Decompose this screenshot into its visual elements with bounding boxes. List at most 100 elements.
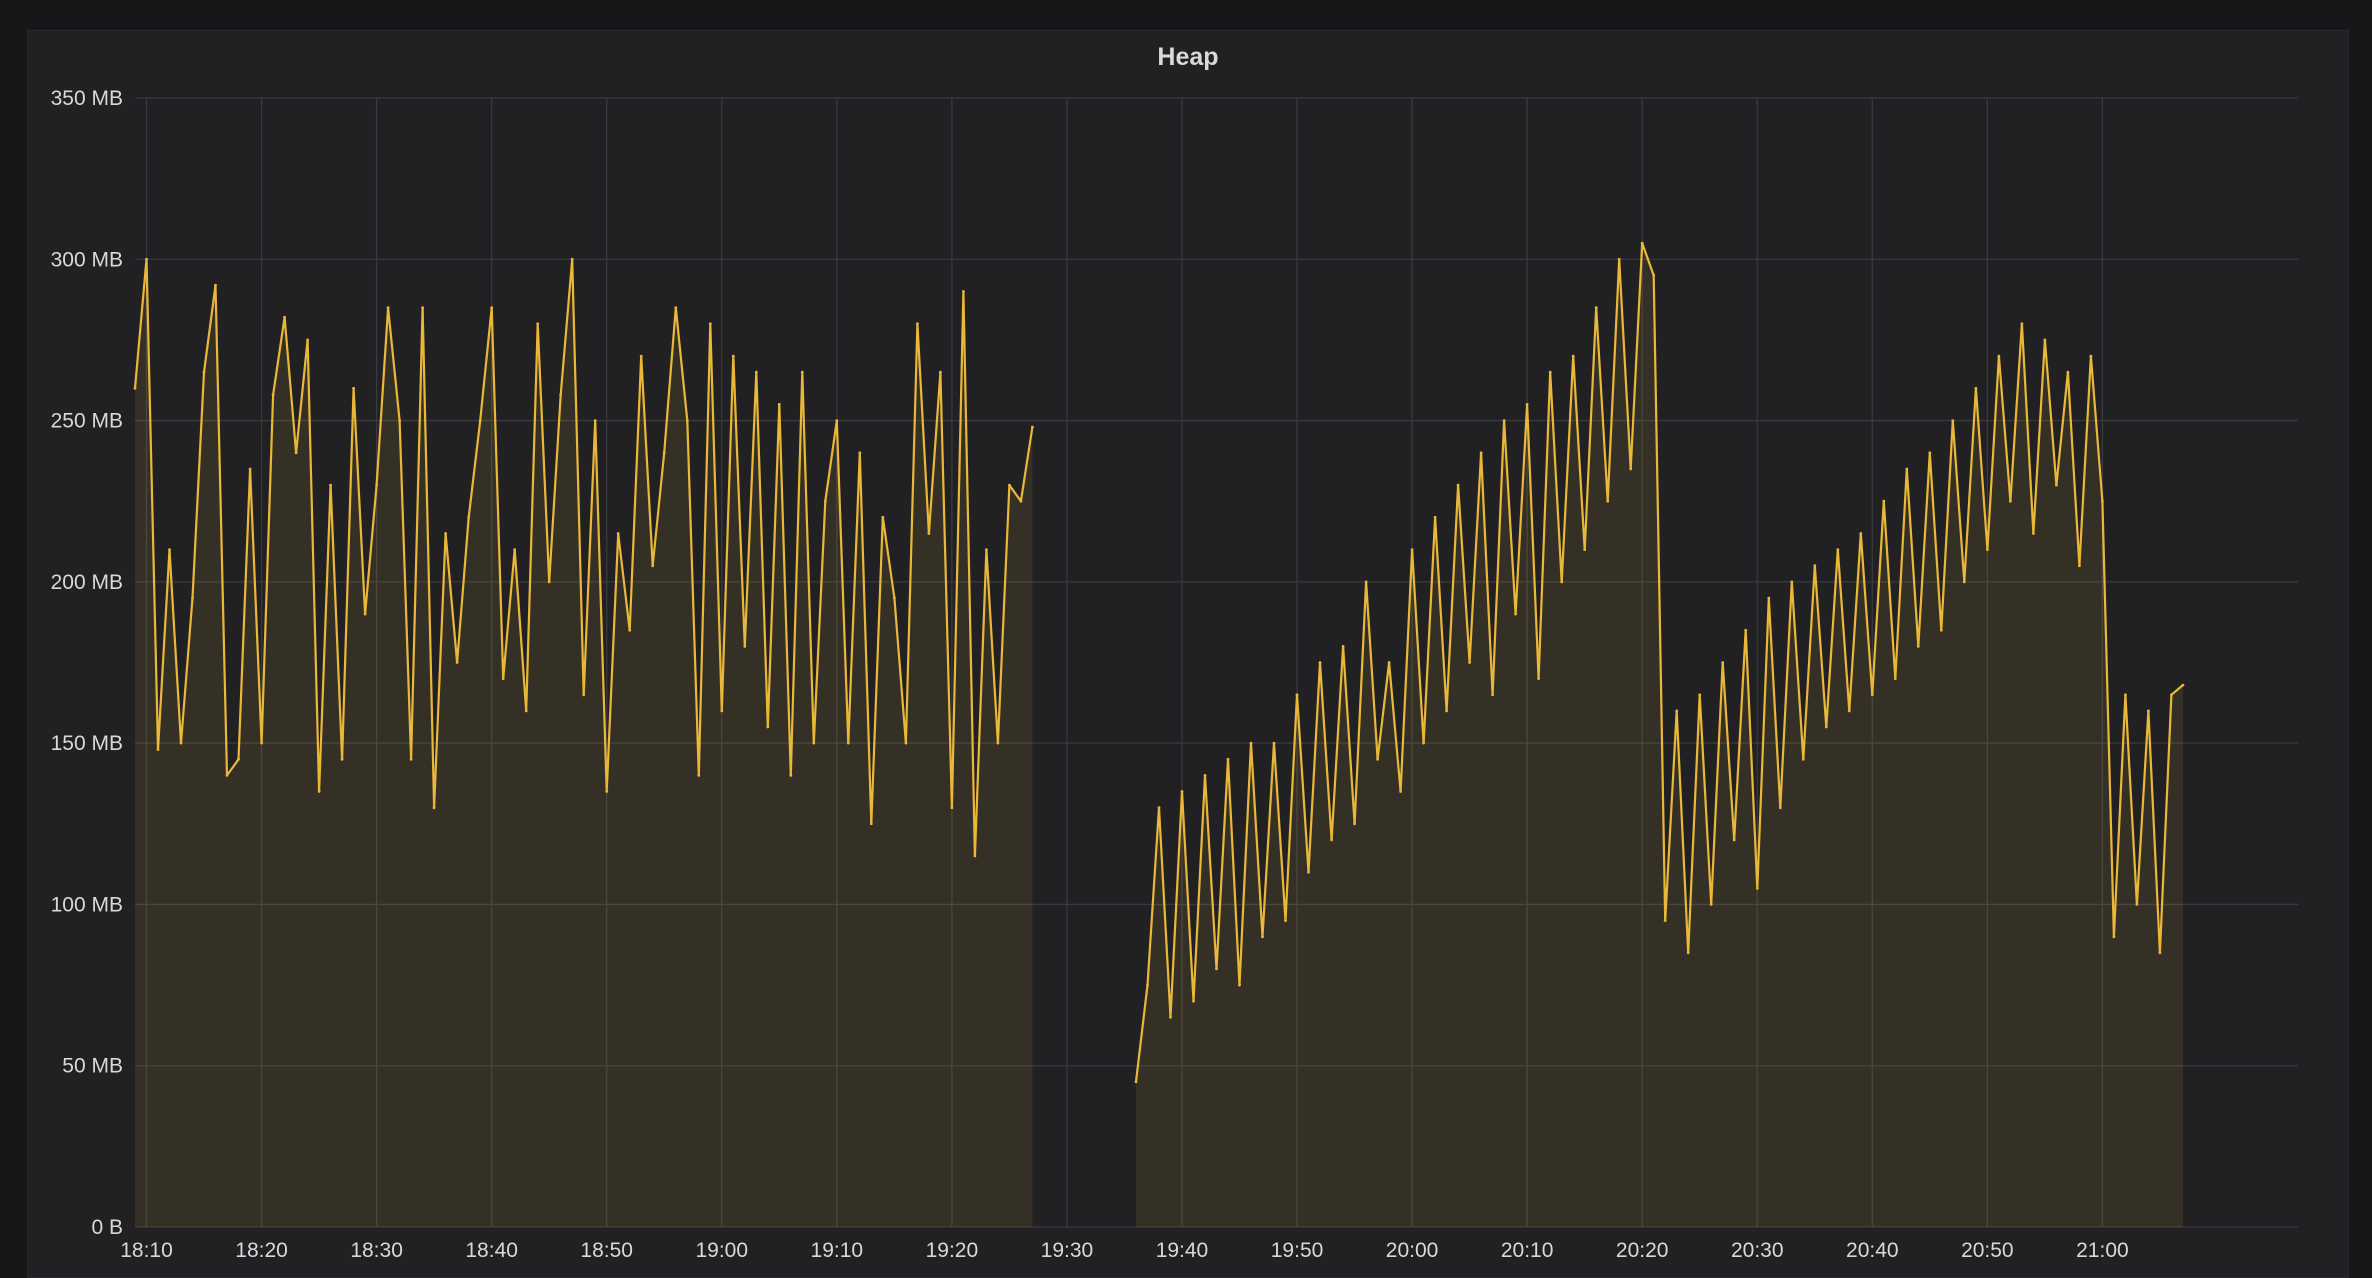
data-point: [639, 354, 643, 358]
data-point: [1640, 241, 1644, 245]
series-line-segment: [1134, 242, 2184, 1082]
x-tick-label: 20:10: [1501, 1239, 1554, 1262]
data-point: [1606, 499, 1610, 503]
data-point: [1399, 790, 1402, 793]
data-point: [1790, 580, 1794, 584]
data-point: [996, 741, 1000, 745]
data-point: [927, 532, 931, 535]
data-point: [306, 338, 309, 342]
x-tick-label: 19:40: [1156, 1239, 1209, 1262]
data-point: [582, 693, 586, 697]
data-point: [1295, 693, 1299, 697]
data-point: [570, 257, 574, 261]
data-point: [2124, 693, 2127, 697]
data-point: [1226, 757, 1230, 761]
data-point: [2032, 532, 2035, 535]
plot-area: [133, 241, 2185, 1227]
data-point: [2135, 903, 2139, 906]
data-point: [1836, 548, 1840, 551]
data-point: [1330, 838, 1333, 842]
data-point: [1824, 725, 1828, 729]
x-tick-label: 18:50: [580, 1239, 633, 1262]
data-point: [214, 283, 217, 287]
data-point: [1986, 548, 1989, 551]
data-point: [1261, 935, 1264, 939]
data-point: [1249, 741, 1253, 745]
data-point: [524, 709, 528, 713]
data-point: [1169, 1015, 1172, 1019]
data-point: [375, 483, 378, 487]
data-point: [1410, 548, 1414, 551]
data-point: [846, 741, 850, 745]
data-point: [2158, 951, 2162, 955]
data-point: [329, 483, 332, 487]
data-point: [1801, 757, 1805, 761]
data-point: [432, 806, 436, 810]
y-tick-label: 350 MB: [51, 87, 123, 110]
data-point: [1192, 999, 1195, 1003]
data-point: [1571, 354, 1575, 358]
data-point: [766, 725, 770, 729]
data-point: [248, 467, 252, 471]
data-point: [2020, 322, 2024, 326]
data-point: [1019, 499, 1023, 503]
data-point: [2181, 683, 2185, 687]
y-tick-label: 0 B: [91, 1216, 123, 1239]
data-point: [685, 419, 689, 422]
data-point: [294, 451, 298, 455]
data-point: [1008, 483, 1011, 487]
data-point: [156, 748, 160, 751]
x-tick-label: 18:20: [235, 1239, 288, 1262]
data-point: [1778, 806, 1782, 810]
data-point: [271, 393, 275, 397]
data-point: [202, 370, 206, 374]
data-point: [260, 741, 263, 745]
data-point: [2078, 564, 2081, 568]
data-point: [985, 548, 988, 551]
data-point: [398, 419, 401, 422]
x-tick-label: 19:50: [1271, 1239, 1324, 1262]
data-point: [858, 451, 862, 455]
data-point: [1422, 741, 1425, 745]
data-point: [1916, 645, 1920, 648]
panel-title[interactable]: Heap: [1157, 43, 1219, 71]
data-point: [283, 315, 286, 319]
x-axis: 18:10 18:20 18:30 18:40 18:50 19:00 19:10 19:20…: [120, 1239, 2128, 1262]
data-point: [1997, 354, 2001, 358]
y-tick-label: 300 MB: [51, 248, 123, 271]
data-point: [1755, 886, 1759, 890]
data-point: [1307, 870, 1310, 874]
series-area-segment: [1136, 243, 2183, 1227]
data-point: [1617, 257, 1621, 261]
data-point: [893, 596, 896, 600]
data-point: [1525, 403, 1529, 406]
data-point: [812, 741, 816, 745]
x-tick-label: 19:10: [811, 1239, 864, 1262]
data-point: [2112, 935, 2116, 939]
data-point: [1479, 451, 1483, 455]
data-point: [1272, 741, 1276, 745]
data-point: [800, 370, 804, 374]
data-point: [1893, 677, 1897, 680]
data-point: [1721, 661, 1725, 664]
data-point: [1962, 580, 1966, 584]
data-point: [1951, 419, 1955, 422]
data-point: [467, 515, 471, 519]
data-point: [1675, 709, 1679, 713]
data-point: [1583, 548, 1587, 551]
data-point: [478, 419, 482, 422]
data-point: [179, 741, 183, 745]
data-point: [2147, 709, 2150, 713]
data-point: [2089, 354, 2093, 358]
data-point: [823, 499, 827, 503]
x-tick-label: 21:00: [2076, 1239, 2129, 1262]
data-point: [2170, 693, 2173, 697]
data-point: [950, 806, 954, 810]
data-point: [973, 854, 977, 858]
data-point: [939, 370, 942, 374]
data-point: [133, 386, 137, 390]
data-point: [513, 548, 517, 551]
data-point: [1767, 596, 1771, 600]
data-point: [2009, 499, 2012, 503]
